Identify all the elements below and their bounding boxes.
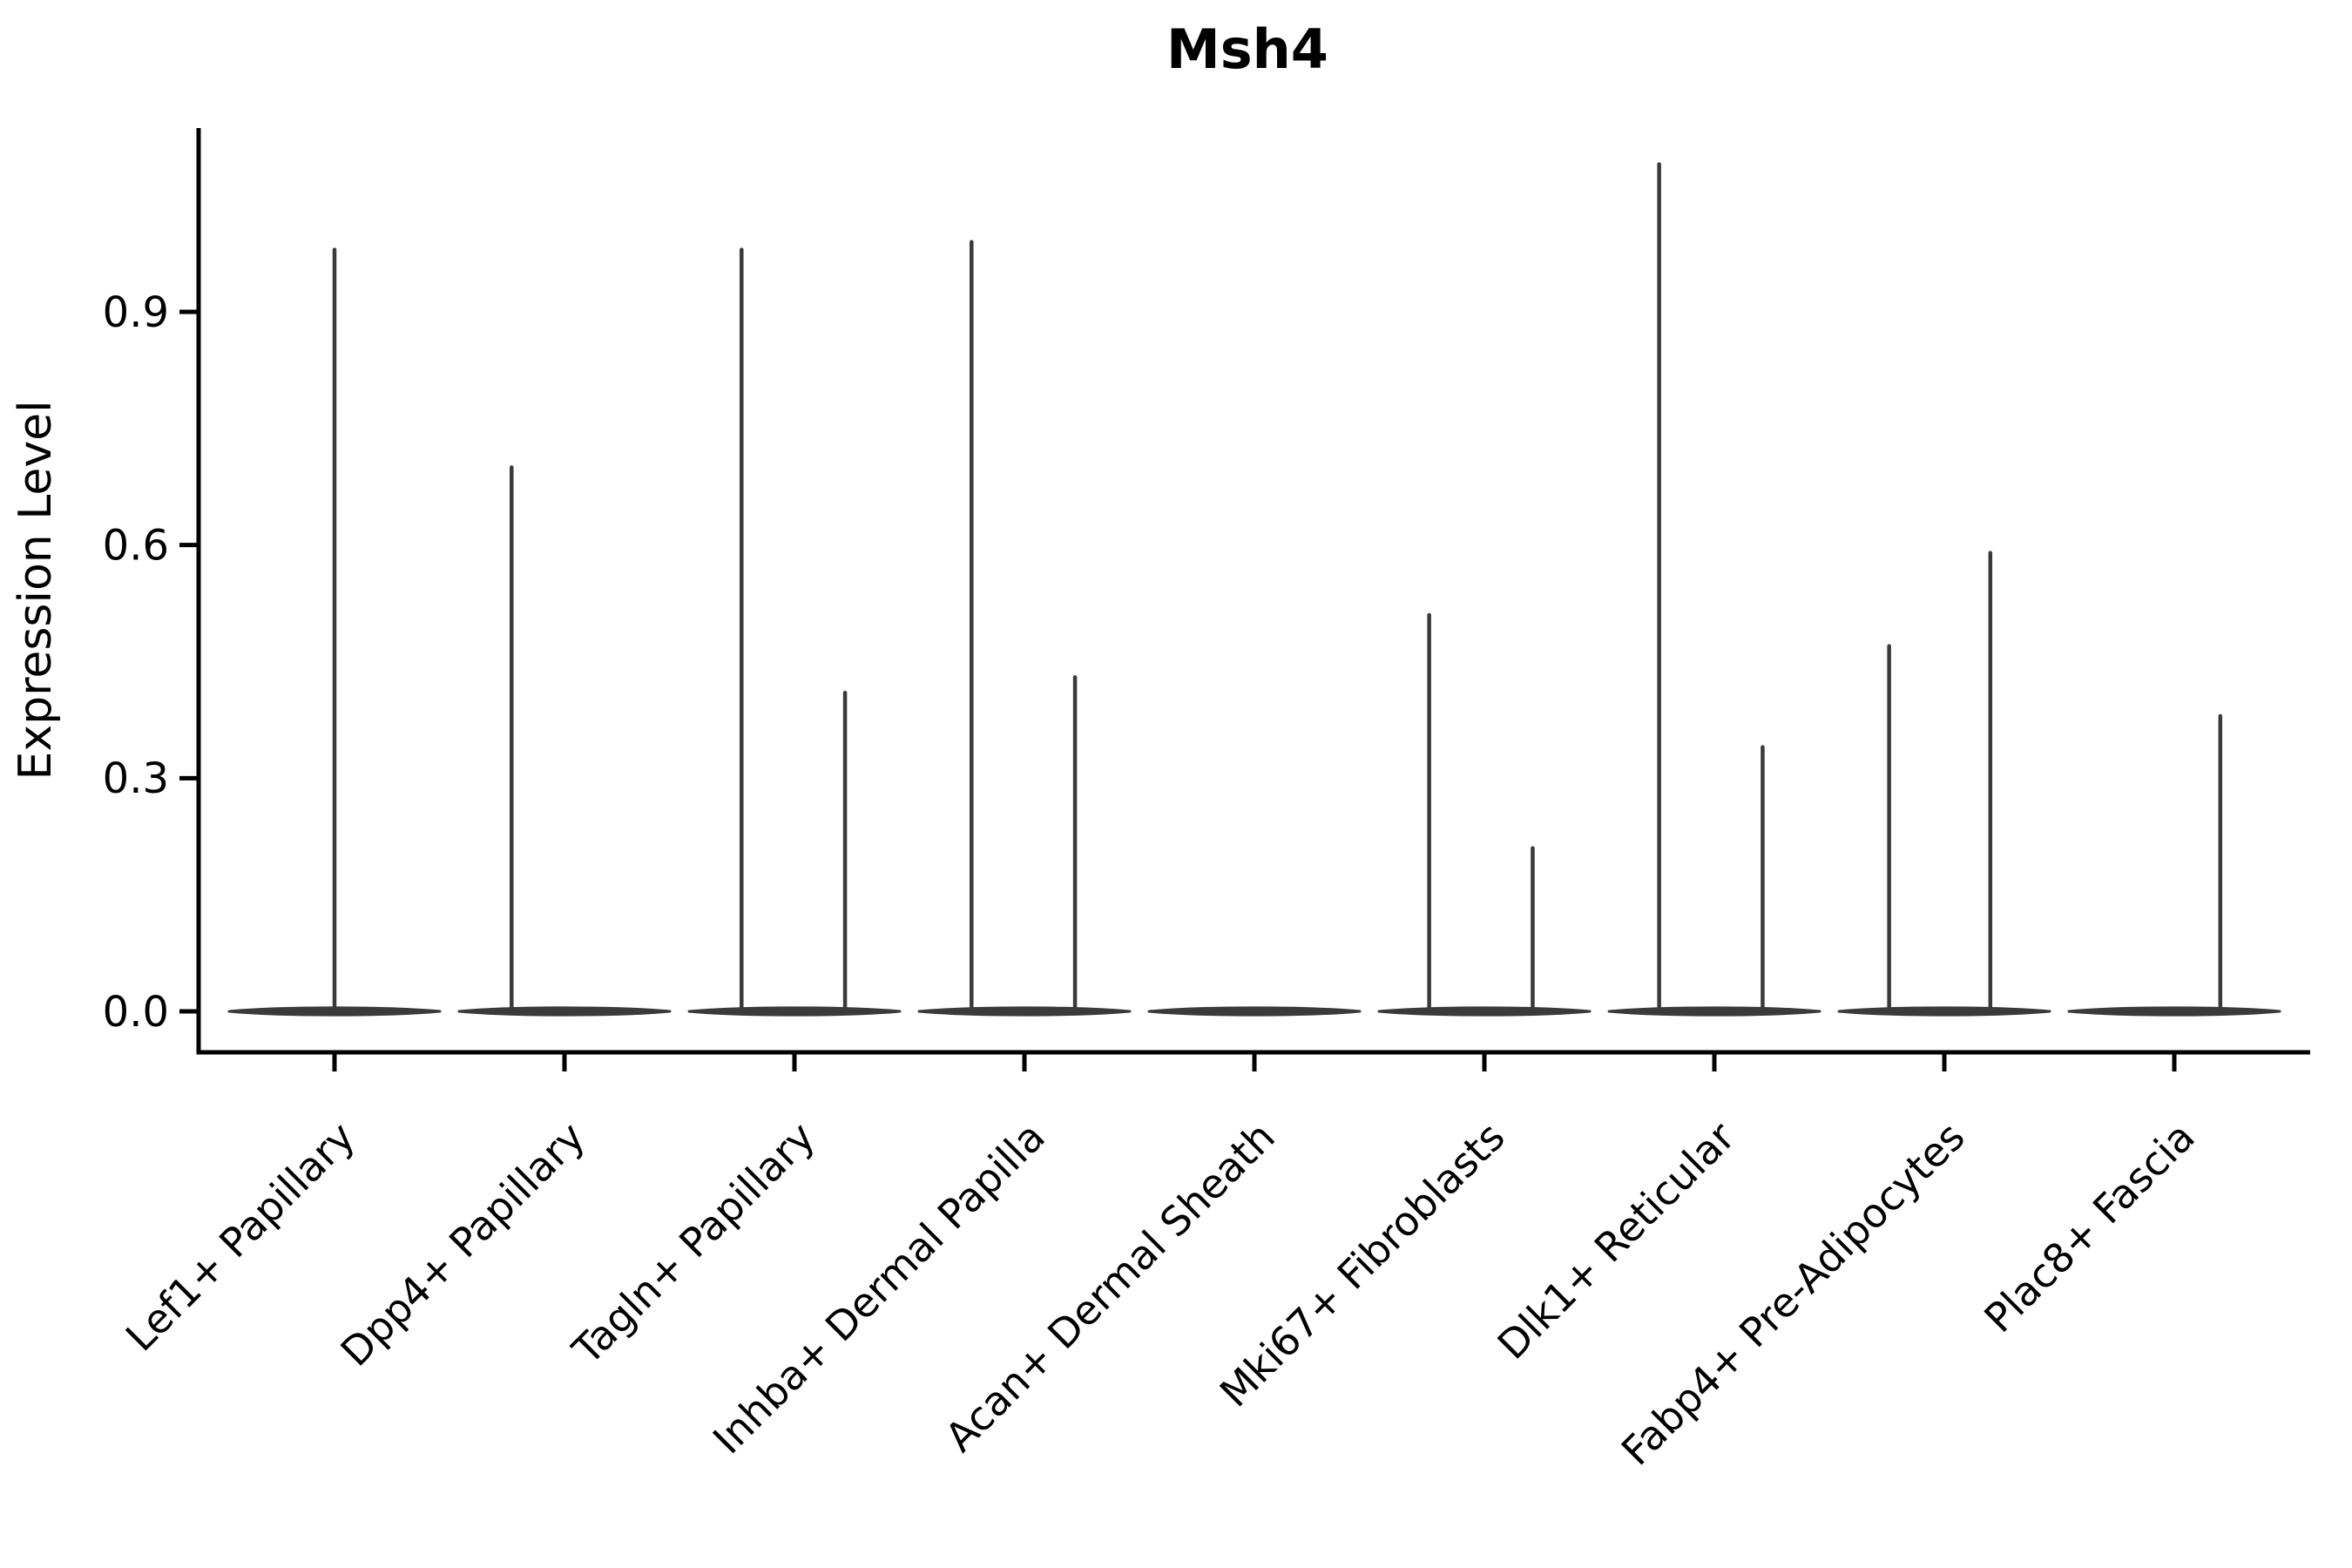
violin-group (457, 465, 672, 1017)
y-tick-label: 0.3 (103, 754, 169, 803)
violin-group (687, 247, 902, 1017)
x-tick-label: Dlk1+ Reticular (1489, 1113, 1744, 1369)
violin-group (1837, 551, 2051, 1017)
violin-group (2067, 713, 2281, 1017)
violin-body (687, 1006, 902, 1017)
violin-body (1377, 1006, 1592, 1017)
violin-body (457, 1006, 672, 1017)
violin-body (917, 1006, 1132, 1017)
violin-group (227, 247, 442, 1017)
violin-group (1147, 1006, 1362, 1017)
violin-body (1147, 1006, 1362, 1017)
y-tick-label: 0.6 (103, 521, 169, 570)
violin-group (917, 240, 1132, 1017)
violin-body (2067, 1006, 2281, 1017)
chart-title: Msh4 (1166, 17, 1328, 81)
violin-body (1837, 1006, 2051, 1017)
x-tick-label: Plac8+ Fascia (1975, 1113, 2203, 1342)
x-tick-label: Lef1+ Papillary (117, 1113, 364, 1361)
y-tick-label: 0.9 (103, 288, 169, 337)
y-tick-label: 0.0 (103, 988, 169, 1037)
x-tick-label: Tagln+ Papillary (563, 1113, 824, 1375)
violin-group (1607, 162, 1821, 1017)
x-tick-label: Dpp4+ Papillary (332, 1113, 594, 1375)
y-axis-label: Expression Level (10, 400, 62, 780)
violin-group (1377, 612, 1592, 1017)
violin-body (1607, 1006, 1821, 1017)
